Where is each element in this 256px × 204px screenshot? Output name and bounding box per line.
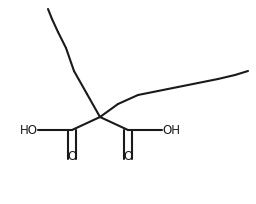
Text: O: O — [67, 149, 77, 162]
Text: OH: OH — [162, 124, 180, 137]
Text: HO: HO — [20, 124, 38, 137]
Text: O: O — [123, 149, 133, 162]
